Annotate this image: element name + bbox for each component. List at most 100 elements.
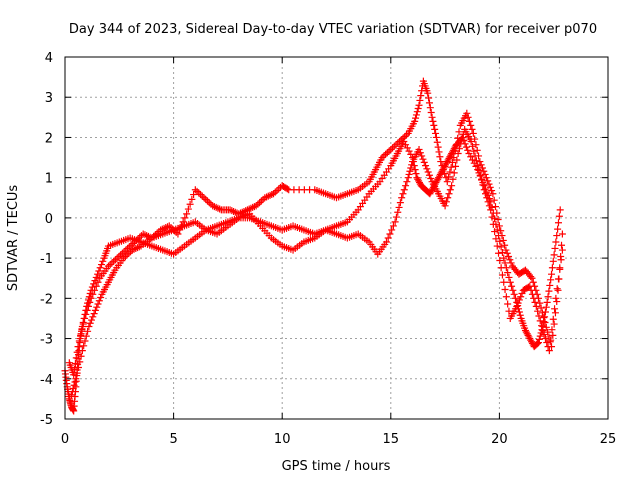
data-point <box>106 261 114 269</box>
data-point <box>382 238 390 246</box>
data-point <box>418 152 426 160</box>
data-point <box>97 294 105 302</box>
data-point <box>443 178 451 186</box>
data-point <box>464 113 472 121</box>
data-point <box>552 238 560 246</box>
data-point <box>428 113 436 121</box>
y-axis-label: SDTVAR / TECUs <box>6 185 21 292</box>
data-point <box>493 242 501 250</box>
data-point <box>554 219 562 227</box>
data-point <box>435 148 443 156</box>
data-point <box>551 305 559 313</box>
data-point <box>412 114 420 122</box>
data-point <box>193 187 201 195</box>
data-point <box>511 294 519 302</box>
data-point <box>82 332 90 340</box>
data-point <box>84 302 92 310</box>
data-point <box>462 143 470 151</box>
data-point <box>494 215 502 223</box>
data-point <box>382 150 390 158</box>
data-point <box>74 364 82 372</box>
data-point <box>68 391 76 399</box>
data-point <box>415 101 423 109</box>
data-point <box>495 249 503 257</box>
data-point <box>558 230 566 238</box>
data-point <box>536 299 544 307</box>
data-point <box>415 146 423 154</box>
data-point <box>412 111 420 119</box>
series-trace-b <box>65 77 566 379</box>
data-point <box>496 257 504 265</box>
data-point <box>446 186 454 194</box>
data-point <box>402 182 410 190</box>
data-point <box>467 137 475 145</box>
data-point <box>500 254 508 262</box>
data-point <box>548 326 556 334</box>
data-point <box>186 200 194 208</box>
data-point <box>535 335 543 343</box>
data-point <box>509 286 517 294</box>
data-point <box>471 152 479 160</box>
data-point <box>449 175 457 183</box>
data-point <box>97 261 105 269</box>
data-point <box>496 237 504 245</box>
data-point <box>455 128 463 136</box>
data-point <box>538 322 546 330</box>
data-point <box>444 194 452 202</box>
data-point <box>555 212 563 220</box>
data-point <box>202 195 210 203</box>
data-point <box>526 282 534 290</box>
data-point <box>515 308 523 316</box>
data-point <box>408 161 416 169</box>
data-point <box>549 315 557 323</box>
data-point <box>437 158 445 166</box>
data-point <box>552 294 560 302</box>
data-point <box>541 335 549 343</box>
data-point <box>183 210 191 218</box>
data-point <box>493 209 501 217</box>
data-point <box>554 275 562 283</box>
data-point <box>179 218 187 226</box>
data-point <box>527 286 535 294</box>
data-point <box>551 309 559 317</box>
y-tick-label: 2 <box>45 131 53 146</box>
data-point <box>385 147 393 155</box>
data-point <box>78 347 86 355</box>
data-point <box>426 104 434 112</box>
data-point <box>73 369 81 377</box>
data-point <box>556 265 564 273</box>
x-tick-label: 0 <box>61 432 69 447</box>
data-point <box>387 146 395 154</box>
data-point <box>391 218 399 226</box>
data-point <box>200 194 208 202</box>
data-point <box>477 161 485 169</box>
data-point <box>481 190 489 198</box>
data-point <box>190 191 198 199</box>
data-point <box>483 194 491 202</box>
data-point <box>469 129 477 137</box>
data-point <box>441 170 449 178</box>
y-tick-label: 3 <box>45 91 53 106</box>
data-point <box>273 187 281 195</box>
data-point <box>70 371 78 379</box>
data-point <box>558 246 566 254</box>
data-point <box>94 270 102 278</box>
data-point <box>395 203 403 211</box>
data-point <box>399 190 407 198</box>
data-point <box>448 182 456 190</box>
data-point <box>505 253 513 261</box>
data-point <box>489 190 497 198</box>
data-point <box>432 129 440 137</box>
data-point <box>528 274 536 282</box>
series-trace-c <box>68 125 566 399</box>
data-point <box>504 269 512 277</box>
data-point <box>404 174 412 182</box>
data-point <box>542 303 550 311</box>
data-point <box>406 167 414 175</box>
data-point <box>195 189 203 197</box>
data-point <box>548 264 556 272</box>
data-point <box>94 278 102 286</box>
data-point <box>386 230 394 238</box>
x-tick-label: 20 <box>491 432 508 447</box>
data-point <box>554 286 562 294</box>
